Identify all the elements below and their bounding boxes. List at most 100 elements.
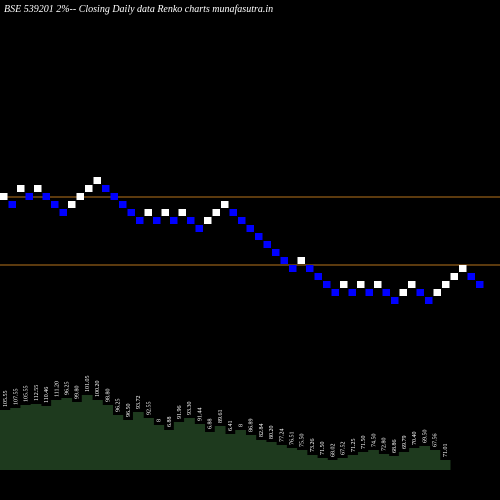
volume-bar [337,458,349,470]
volume-bar [40,406,52,470]
renko-brick [391,297,399,304]
volume-bar [378,454,390,470]
price-label: 8 [238,424,244,427]
volume-bar [71,402,83,470]
price-label: 69.50 [422,430,428,444]
price-label: 82.84 [259,424,265,438]
volume-bar [214,426,226,470]
price-label: 96.25 [64,382,70,396]
volume-bar [10,408,21,470]
renko-brick [272,249,280,256]
volume-bar [132,412,144,470]
price-label: 107.55 [13,389,19,406]
price-label: 105.55 [24,386,30,403]
renko-brick [204,217,212,224]
volume-bar [296,450,308,470]
volume-bar [143,418,154,470]
volume-bar [347,455,359,470]
volume-bar [225,434,236,470]
renko-brick [161,209,169,216]
volume-bar [368,450,379,470]
volume-bar [163,430,175,470]
volume-bar [194,424,206,470]
renko-brick [340,281,348,288]
volume-bar [429,450,441,470]
renko-brick [238,217,246,224]
renko-brick [323,281,331,288]
price-label: 92.55 [146,402,152,416]
price-label: 110.46 [44,387,50,403]
price-label: 6.41 [228,421,234,432]
renko-brick [8,201,16,208]
price-label: 76.51 [289,432,295,446]
volume-bar [112,415,124,470]
volume-bar [102,405,113,470]
price-label: 91.96 [177,406,183,420]
renko-brick [136,217,144,224]
renko-brick [42,193,50,200]
price-label: 8 [157,419,163,422]
price-label: 100.20 [95,381,101,398]
volume-bar [265,442,277,470]
volume-bar [327,460,338,470]
volume-bar [286,448,298,470]
price-label: 77.24 [279,429,285,443]
volume-bar [398,452,410,470]
renko-brick [178,209,186,216]
renko-brick [442,281,450,288]
price-label: 80.20 [269,426,275,440]
renko-brick [450,273,458,280]
renko-brick [229,209,237,216]
volume-bar [317,458,328,470]
renko-brick [467,273,475,280]
renko-brick [0,193,8,200]
renko-brick [212,209,220,216]
price-label: 69.79 [402,436,408,450]
price-label: 67.52 [341,442,347,456]
volume-bar [245,435,257,470]
price-label: 71.01 [443,444,449,458]
volume-bar [419,446,431,470]
price-label: 91.44 [197,408,203,422]
price-label: 111.20 [54,381,60,397]
price-label: 86.89 [249,419,255,433]
price-label: 98.80 [105,389,111,403]
renko-brick [68,201,76,208]
volume-bar [30,404,42,470]
renko-brick [331,289,339,296]
price-label: 73.26 [310,439,316,453]
volume-bar [0,410,11,470]
price-label: 70.40 [412,432,418,446]
renko-brick [25,193,33,200]
renko-brick [34,185,42,192]
renko-brick [263,241,271,248]
price-label: 89.61 [218,410,224,424]
renko-brick [170,217,178,224]
price-label: 101.05 [85,376,91,393]
price-label: 71.50 [361,436,367,450]
renko-brick [382,289,390,296]
price-label: 93.72 [136,396,142,410]
renko-brick [314,273,322,280]
price-label: 74.50 [371,434,377,448]
renko-brick [408,281,416,288]
renko-brick [374,281,382,288]
renko-brick [17,185,25,192]
volume-bar [235,430,246,470]
volume-bar [357,452,369,470]
price-label: 99.80 [75,386,81,400]
renko-brick [144,209,152,216]
price-label: 105.55 [3,391,9,408]
chart-title: BSE 539201 2%-- Closing Daily data Renko… [4,4,273,15]
renko-brick [221,201,229,208]
volume-bar [388,456,400,470]
renko-brick [357,281,365,288]
renko-brick [187,217,195,224]
renko-brick [85,185,93,192]
renko-brick [119,201,127,208]
volume-bar [276,445,287,470]
price-label: 68.86 [392,440,398,454]
renko-brick [195,225,203,232]
renko-brick [51,201,59,208]
renko-brick [59,209,67,216]
